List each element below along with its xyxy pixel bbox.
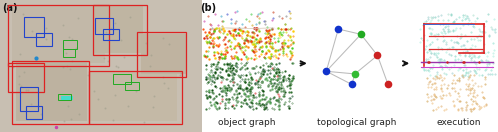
Bar [58, 94, 71, 100]
Bar [36, 33, 52, 46]
Text: object graph: object graph [218, 118, 275, 127]
Bar [16, 61, 87, 121]
Bar [24, 17, 44, 37]
Bar [8, 5, 109, 66]
Bar [8, 63, 44, 92]
Bar [26, 106, 42, 119]
Bar [20, 87, 38, 111]
Bar [113, 74, 131, 84]
Bar [12, 5, 105, 63]
Bar [137, 32, 186, 77]
Bar [125, 82, 139, 90]
Bar [93, 5, 147, 55]
Text: (b): (b) [200, 3, 216, 13]
Text: topological graph: topological graph [317, 118, 396, 127]
Bar [103, 29, 119, 40]
Text: (a): (a) [2, 3, 17, 13]
Bar [12, 61, 89, 124]
Bar [93, 5, 143, 53]
Text: execution: execution [437, 118, 481, 127]
Bar [141, 34, 186, 74]
Bar [63, 49, 75, 57]
Bar [61, 96, 73, 100]
Bar [89, 71, 177, 121]
Bar [89, 71, 181, 124]
Bar [95, 18, 113, 34]
Bar [63, 40, 77, 49]
